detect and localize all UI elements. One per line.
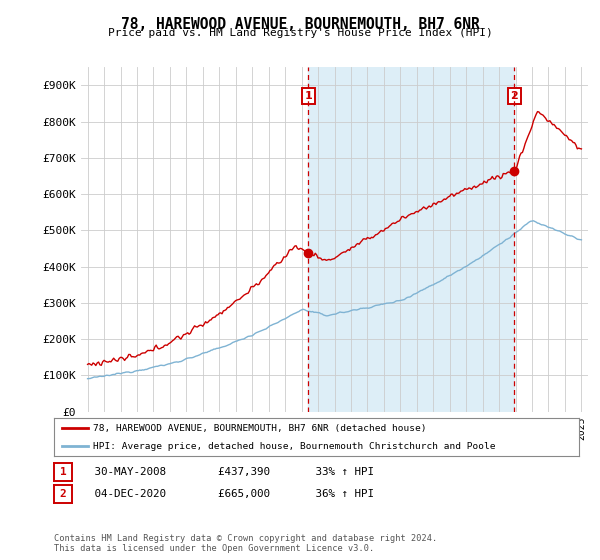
Text: 78, HAREWOOD AVENUE, BOURNEMOUTH, BH7 6NR (detached house): 78, HAREWOOD AVENUE, BOURNEMOUTH, BH7 6N… [94,424,427,433]
Text: 04-DEC-2020        £665,000       36% ↑ HPI: 04-DEC-2020 £665,000 36% ↑ HPI [75,489,374,499]
Text: HPI: Average price, detached house, Bournemouth Christchurch and Poole: HPI: Average price, detached house, Bour… [94,442,496,451]
Text: Price paid vs. HM Land Registry's House Price Index (HPI): Price paid vs. HM Land Registry's House … [107,28,493,38]
Text: 78, HAREWOOD AVENUE, BOURNEMOUTH, BH7 6NR: 78, HAREWOOD AVENUE, BOURNEMOUTH, BH7 6N… [121,17,479,32]
Text: 30-MAY-2008        £437,390       33% ↑ HPI: 30-MAY-2008 £437,390 33% ↑ HPI [75,467,374,477]
Text: 2: 2 [511,91,518,101]
Text: 1: 1 [59,467,67,477]
Text: 1: 1 [305,91,313,101]
Bar [308,67,514,412]
Text: Contains HM Land Registry data © Crown copyright and database right 2024.
This d: Contains HM Land Registry data © Crown c… [54,534,437,553]
Text: 2: 2 [59,489,67,499]
